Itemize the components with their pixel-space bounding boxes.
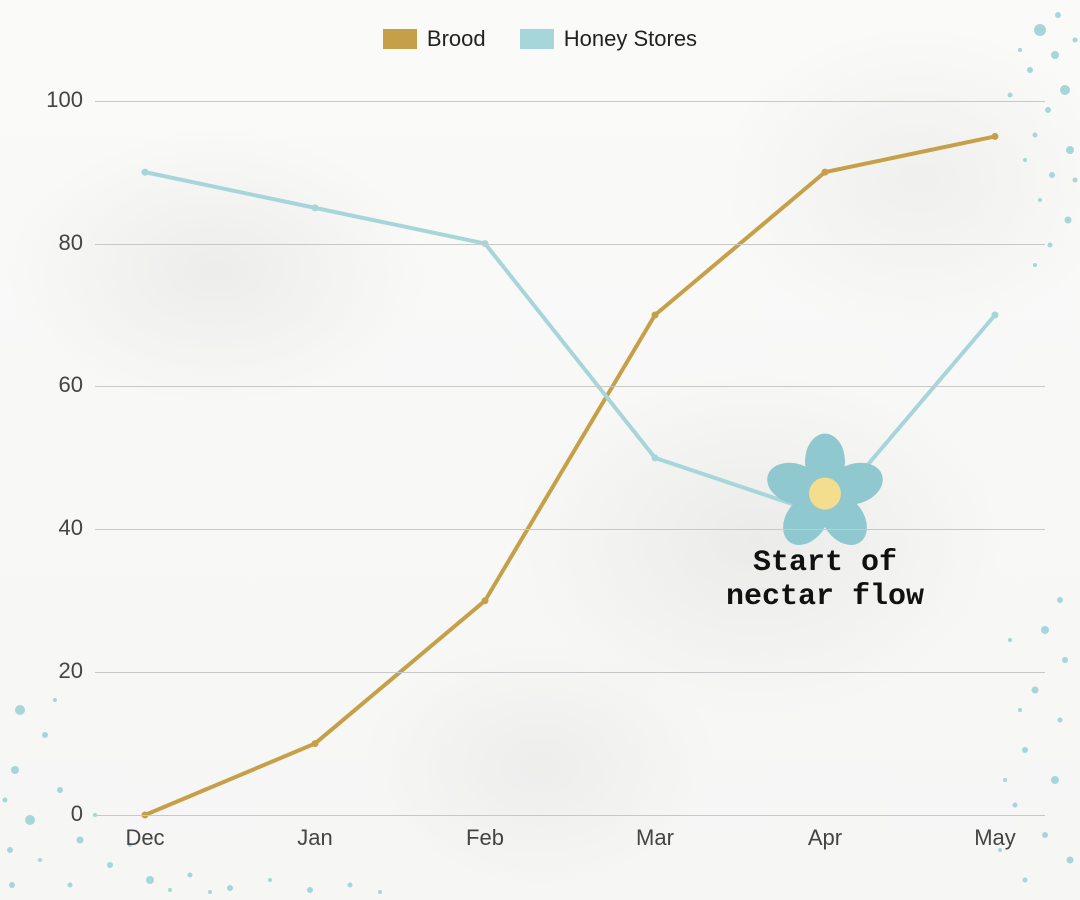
gridline <box>95 672 1045 673</box>
y-axis-tick-label: 60 <box>33 372 83 398</box>
series-marker <box>312 204 319 211</box>
flower-icon <box>762 434 888 554</box>
legend-item-honey-stores: Honey Stores <box>520 26 697 52</box>
x-axis-tick-label: May <box>955 825 1035 851</box>
series-marker <box>652 312 659 319</box>
series-marker <box>992 133 999 140</box>
chart-area <box>95 65 1045 815</box>
series-marker <box>992 312 999 319</box>
y-axis-tick-label: 20 <box>33 658 83 684</box>
legend-swatch <box>383 29 417 49</box>
y-axis-tick-label: 80 <box>33 230 83 256</box>
legend-label: Brood <box>427 26 486 52</box>
x-axis-tick-label: Dec <box>105 825 185 851</box>
y-axis-tick-label: 100 <box>33 87 83 113</box>
gridline <box>95 386 1045 387</box>
gridline <box>95 101 1045 102</box>
x-axis-tick-label: Mar <box>615 825 695 851</box>
y-axis-tick-label: 40 <box>33 515 83 541</box>
chart-lines <box>95 65 1045 815</box>
gridline <box>95 815 1045 816</box>
x-axis-tick-label: Jan <box>275 825 355 851</box>
nectar-flow-annotation: Start of nectar flow <box>695 546 955 615</box>
y-axis-tick-label: 0 <box>33 801 83 827</box>
series-marker <box>822 169 829 176</box>
gridline <box>95 529 1045 530</box>
x-axis-tick-label: Feb <box>445 825 525 851</box>
series-marker <box>482 597 489 604</box>
series-marker <box>142 169 149 176</box>
legend-item-brood: Brood <box>383 26 486 52</box>
annotation-line: nectar flow <box>695 580 955 615</box>
legend-label: Honey Stores <box>564 26 697 52</box>
series-marker <box>312 740 319 747</box>
series-marker <box>652 454 659 461</box>
x-axis-tick-label: Apr <box>785 825 865 851</box>
legend-swatch <box>520 29 554 49</box>
annotation-line: Start of <box>695 546 955 581</box>
chart-legend: Brood Honey Stores <box>0 26 1080 55</box>
gridline <box>95 244 1045 245</box>
